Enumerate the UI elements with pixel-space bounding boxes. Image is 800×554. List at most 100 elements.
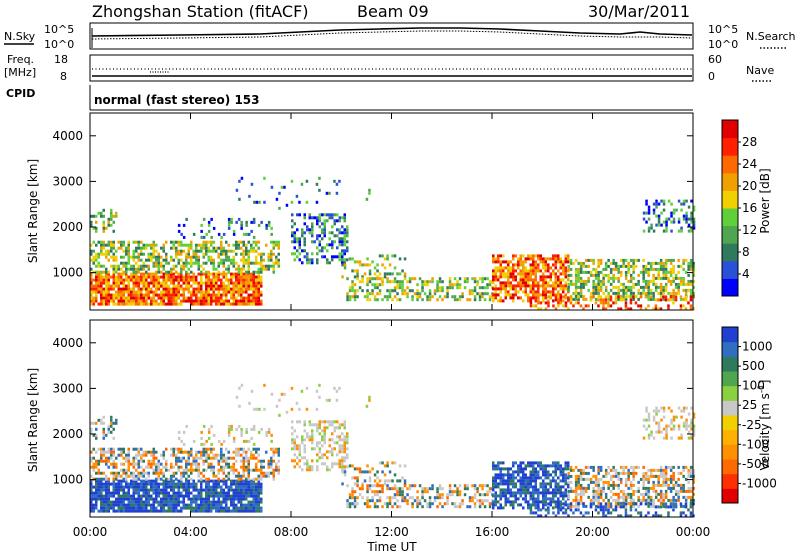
echo-cell — [537, 284, 540, 288]
echo-cell — [135, 497, 138, 501]
echo-cell — [100, 264, 103, 268]
echo-cell — [235, 447, 238, 451]
echo-cell — [333, 255, 336, 259]
echo-cell — [494, 257, 497, 261]
echo-cell — [368, 263, 372, 267]
echo-cell — [225, 491, 228, 495]
echo-cell — [301, 231, 304, 235]
echo-cell — [152, 293, 155, 297]
echo-cell — [368, 470, 372, 474]
echo-cell — [557, 298, 560, 302]
echo-cell — [155, 284, 158, 288]
echo-cell — [592, 498, 595, 502]
echo-cell — [609, 267, 613, 271]
echo-cell — [115, 465, 118, 469]
echo-cell — [293, 465, 296, 469]
echo-cell — [262, 258, 265, 262]
echo-cell — [237, 264, 240, 268]
echo-cell — [667, 304, 670, 308]
echo-cell — [346, 484, 349, 488]
echo-cell — [499, 467, 502, 471]
echo-cell — [182, 287, 185, 291]
echo-cell — [117, 296, 120, 300]
echo-cell — [140, 447, 143, 451]
echo-cell — [579, 291, 583, 295]
echo-cell — [230, 296, 233, 300]
echo-cell — [549, 485, 552, 489]
echo-cell — [468, 496, 472, 500]
echo-cell — [120, 453, 123, 457]
echo-cell — [584, 471, 588, 475]
echo-cell — [296, 435, 299, 439]
echo-cell — [92, 468, 95, 472]
echo-cell — [220, 479, 223, 483]
echo-cell — [308, 420, 311, 424]
echo-cell — [172, 296, 175, 300]
echo-cell — [301, 441, 304, 445]
echo-cell — [100, 497, 103, 501]
echo-cell — [517, 497, 520, 501]
echo-cell — [220, 488, 223, 492]
echo-cell — [612, 498, 615, 502]
echo-cell — [235, 494, 238, 498]
echo-cell — [468, 298, 472, 302]
echo-cell — [172, 503, 175, 507]
echo-cell — [170, 503, 173, 507]
echo-cell — [492, 500, 495, 504]
echo-cell — [579, 270, 583, 274]
echo-cell — [431, 277, 434, 281]
echo-cell — [102, 477, 105, 481]
echo-cell — [622, 282, 625, 286]
echo-cell — [110, 211, 113, 215]
echo-cell — [132, 479, 135, 483]
echo-cell — [222, 287, 225, 291]
echo-cell — [383, 464, 387, 468]
echo-cell — [348, 289, 352, 293]
echo-cell — [426, 505, 429, 509]
echo-cell — [250, 453, 253, 457]
echo-cell — [192, 439, 196, 443]
echo-cell — [90, 430, 93, 434]
echo-cell — [237, 293, 240, 297]
echo-cell — [140, 474, 143, 478]
echo-cell — [403, 499, 407, 503]
echo-cell — [277, 465, 280, 469]
echo-cell — [522, 497, 525, 501]
echo-cell — [572, 504, 575, 508]
echo-cell — [242, 281, 245, 285]
echo-cell — [499, 254, 502, 258]
echo-cell — [237, 479, 240, 483]
echo-cell — [497, 461, 500, 465]
echo-cell — [331, 213, 334, 217]
echo-cell — [592, 465, 595, 469]
echo-cell — [225, 509, 228, 513]
echo-cell — [227, 450, 230, 454]
echo-cell — [107, 272, 110, 276]
echo-cell — [343, 258, 346, 262]
echo-cell — [617, 498, 620, 502]
echo-cell — [323, 438, 326, 442]
echo-cell — [190, 243, 193, 247]
echo-cell — [200, 436, 203, 440]
echo-cell — [567, 254, 570, 258]
echo-cell — [152, 456, 155, 460]
echo-cell — [659, 261, 663, 265]
echo-cell — [190, 450, 193, 454]
echo-cell — [321, 231, 324, 235]
echo-cell — [569, 489, 573, 493]
echo-cell — [220, 249, 223, 253]
echo-cell — [197, 488, 200, 492]
echo-cell — [597, 465, 600, 469]
echo-cell — [147, 275, 150, 279]
echo-cell — [157, 267, 160, 271]
echo-cell — [393, 286, 397, 290]
echo-cell — [235, 488, 238, 492]
echo-cell — [338, 426, 341, 430]
echo-cell — [222, 246, 225, 250]
echo-cell — [311, 468, 314, 472]
echo-cell — [260, 264, 263, 268]
echo-cell — [303, 240, 306, 244]
echo-cell — [157, 275, 160, 279]
echo-cell — [512, 263, 515, 267]
echo-cell — [222, 290, 225, 294]
